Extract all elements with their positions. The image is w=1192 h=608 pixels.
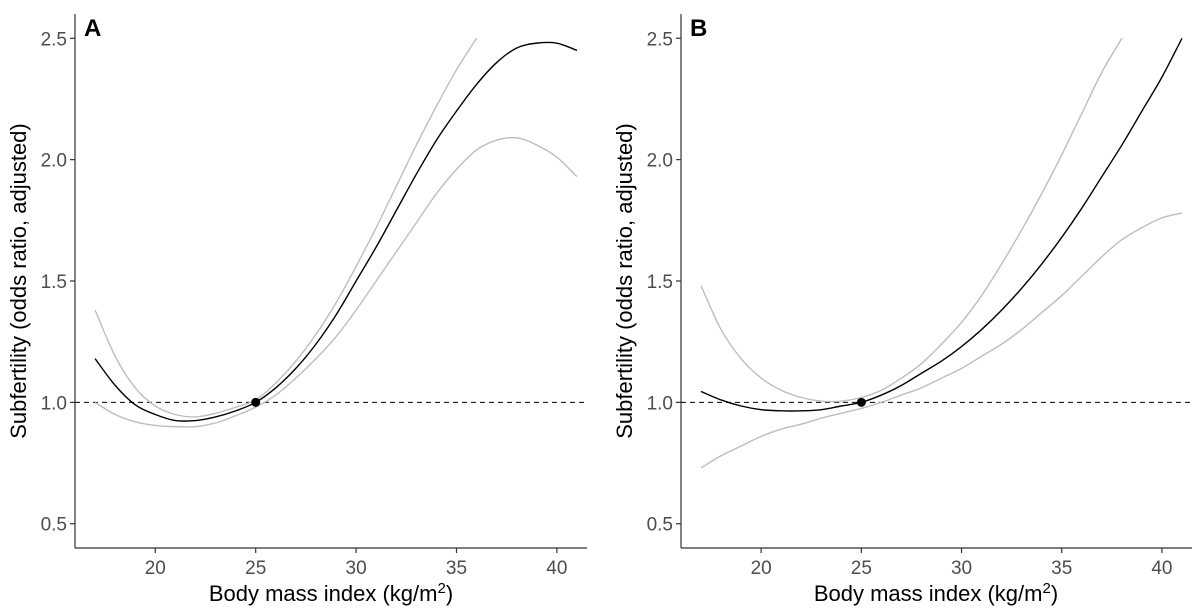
- y-tick-label: 2.5: [647, 29, 673, 50]
- x-axis-label-end: ): [446, 581, 453, 606]
- x-tick-label: 35: [446, 558, 467, 579]
- chart-panel-b: 0.5 1.0 1.5 2.0 2.5 20 25 30 35 40 B Subfertility (…: [612, 14, 1192, 606]
- x-axis-label-superscript: 2: [1042, 580, 1050, 597]
- x-tick-label: 35: [1051, 558, 1072, 579]
- series-line-upper-ci: [94, 37, 478, 418]
- x-tick-label: 30: [951, 558, 972, 579]
- x-tick-label: 20: [751, 558, 772, 579]
- x-axis-label-main: Body mass index (kg/m: [814, 581, 1043, 606]
- series-line-estimate: [94, 41, 578, 422]
- y-axis-label: Subfertility (odds ratio, adjusted): [6, 123, 31, 439]
- y-tick-label: 2.0: [647, 151, 673, 172]
- y-tick-label: 1.0: [41, 393, 67, 414]
- y-tick-label: 0.5: [41, 515, 67, 536]
- series-line-estimate: [700, 37, 1183, 412]
- series-line-lower-ci: [700, 212, 1183, 469]
- series-line-upper-ci: [700, 37, 1123, 403]
- y-tick-label: 1.0: [647, 393, 673, 414]
- panel-label: B: [690, 15, 707, 42]
- reference-point: [251, 397, 261, 407]
- y-tick-label: 1.5: [41, 272, 67, 293]
- x-tick-label: 20: [145, 558, 166, 579]
- x-axis-label-end: ): [1051, 581, 1058, 606]
- y-tick-label: 2.0: [41, 151, 67, 172]
- x-tick-label: 25: [851, 558, 872, 579]
- reference-point: [856, 397, 866, 407]
- chart-panel-a: 0.5 1.0 1.5 2.0 2.5 20 25 30 35 40 A Subfertility (…: [6, 14, 587, 606]
- series-line-lower-ci: [94, 136, 578, 428]
- x-tick-label: 30: [346, 558, 367, 579]
- x-axis-label-main: Body mass index (kg/m: [209, 581, 438, 606]
- y-tick-label: 2.5: [41, 29, 67, 50]
- y-tick-label: 0.5: [647, 515, 673, 536]
- x-tick-label: 40: [546, 558, 567, 579]
- y-tick-label: 1.5: [647, 272, 673, 293]
- x-tick-label: 40: [1151, 558, 1172, 579]
- panel-label: A: [84, 15, 101, 42]
- x-axis-label-superscript: 2: [437, 580, 445, 597]
- x-axis-label: Body mass index (kg/m2): [209, 580, 453, 606]
- y-axis-label: Subfertility (odds ratio, adjusted): [612, 123, 637, 439]
- x-axis-label: Body mass index (kg/m2): [814, 580, 1058, 606]
- x-tick-label: 25: [245, 558, 266, 579]
